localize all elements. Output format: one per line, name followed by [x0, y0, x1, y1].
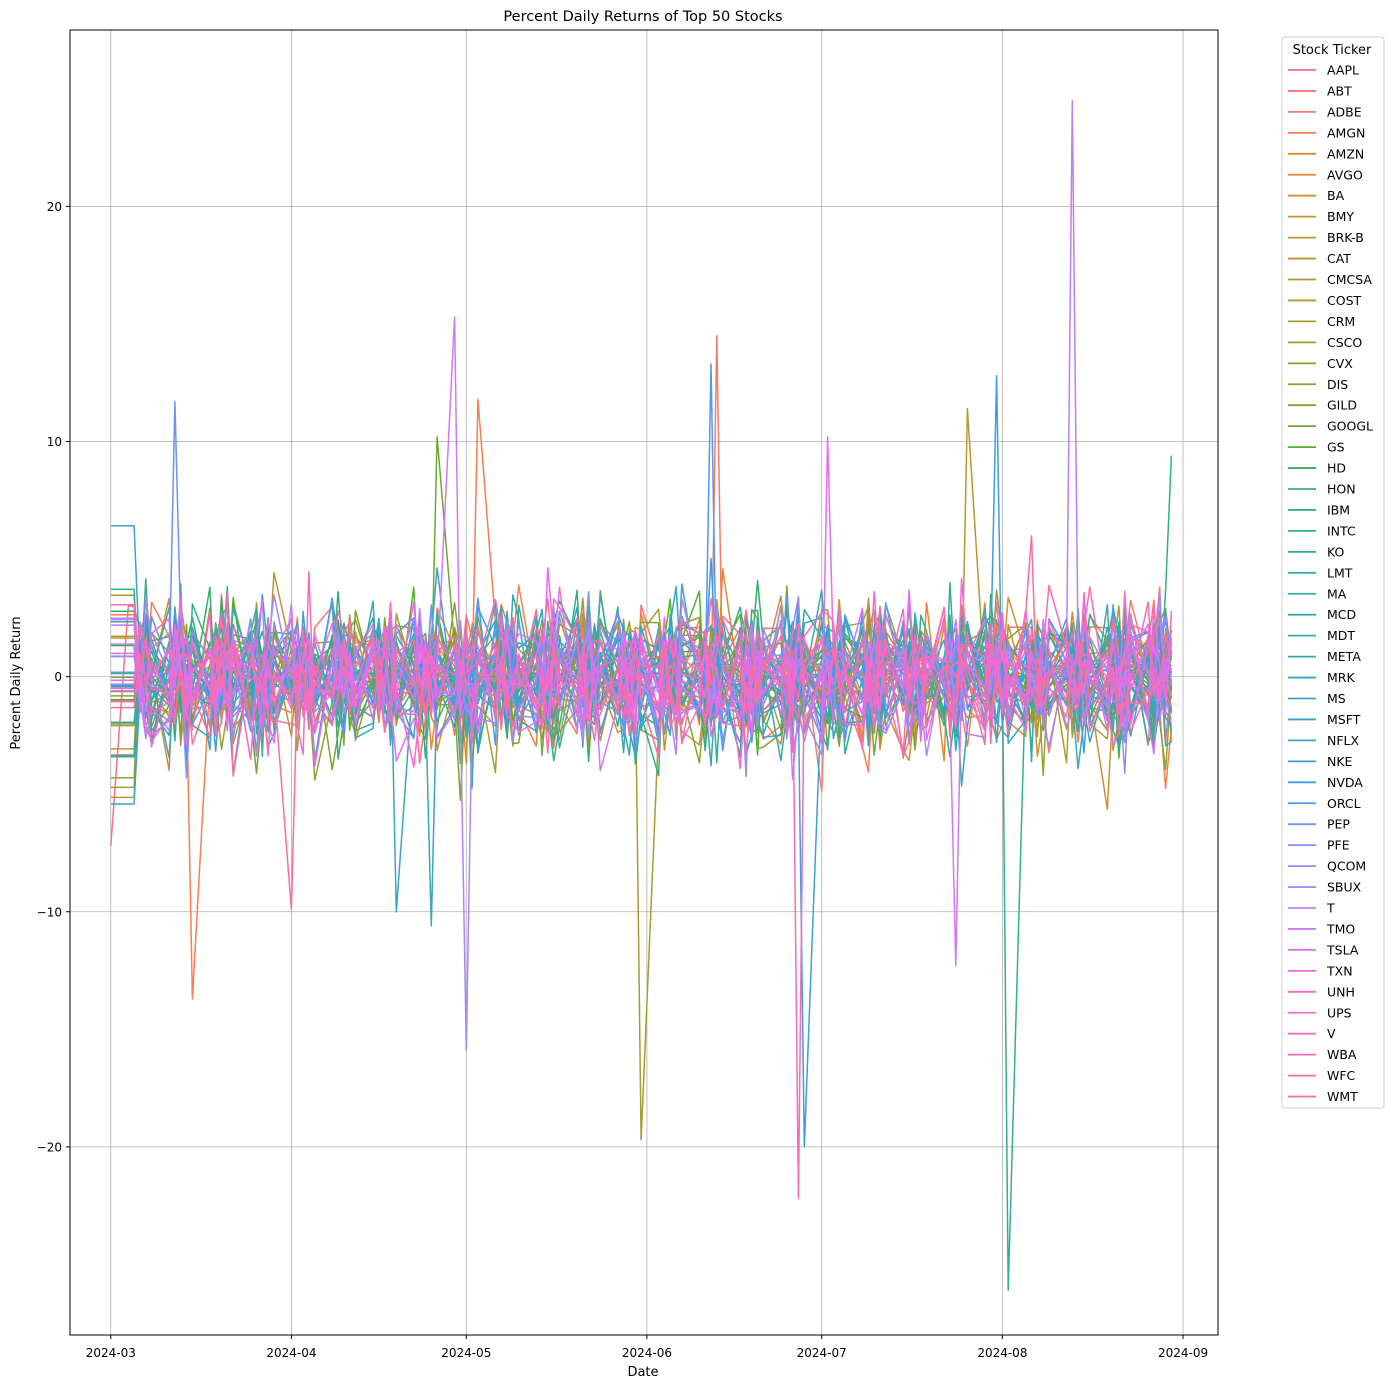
legend-label: WFC: [1327, 1068, 1356, 1083]
x-tick-label: 2024-04: [266, 1346, 316, 1360]
x-tick-label: 2024-09: [1158, 1346, 1208, 1360]
legend-label: CAT: [1327, 251, 1351, 266]
legend-label: ORCL: [1327, 796, 1361, 811]
x-tick-label: 2024-07: [797, 1346, 847, 1360]
y-tick-label: −20: [37, 1140, 62, 1154]
legend-label: MSFT: [1327, 712, 1361, 727]
legend-label: UNH: [1327, 984, 1355, 999]
legend-label: LMT: [1327, 565, 1353, 580]
plot-frame: [69, 29, 1219, 1336]
series-line-wfc: [110, 601, 1173, 757]
series-line-wba: [110, 584, 1173, 1200]
legend-label: CVX: [1327, 356, 1353, 371]
legend-label: BA: [1327, 188, 1345, 203]
legend-label: IBM: [1327, 502, 1350, 517]
x-tick-label: 2024-03: [86, 1346, 136, 1360]
series-line-txn: [110, 567, 1173, 743]
chart-title: Percent Daily Returns of Top 50 Stocks: [503, 9, 782, 25]
legend-label: TSLA: [1326, 942, 1359, 957]
legend-label: HON: [1327, 482, 1356, 497]
legend-label: MS: [1327, 691, 1346, 706]
series-line-v: [110, 570, 1173, 770]
legend-label: V: [1327, 1026, 1336, 1041]
legend-label: GOOGL: [1327, 419, 1373, 434]
y-tick-label: 0: [54, 670, 62, 684]
y-tick-label: 10: [47, 435, 62, 449]
legend-label: AMGN: [1327, 125, 1365, 140]
legend-box: [1281, 36, 1385, 1109]
x-tick-label: 2024-05: [441, 1346, 491, 1360]
legend-title: Stock Ticker: [1293, 43, 1372, 58]
legend-label: MDT: [1327, 628, 1355, 643]
y-axis-ticks: −20 −10 0 10 20: [37, 200, 70, 1154]
legend-label: AMZN: [1327, 146, 1364, 161]
legend-label: PFE: [1327, 838, 1350, 853]
legend-label: SBUX: [1327, 880, 1362, 895]
legend-label: BRK-B: [1327, 230, 1364, 245]
legend-label: WBA: [1327, 1047, 1357, 1062]
legend-label: QCOM: [1327, 859, 1366, 874]
legend-label: ADBE: [1327, 104, 1362, 119]
x-axis-ticks: 2024-03 2024-04 2024-05 2024-06 2024-07 2024-…: [86, 1335, 1208, 1360]
legend-label: COST: [1327, 293, 1362, 308]
legend-label: PEP: [1327, 817, 1350, 832]
plot-area: [69, 29, 1219, 1336]
legend-label: TMO: [1326, 921, 1355, 936]
legend-label: CRM: [1327, 314, 1355, 329]
legend-label: CMCSA: [1327, 272, 1372, 287]
series-line-ups: [110, 577, 1173, 768]
y-tick-label: 20: [47, 200, 62, 214]
legend-items: AAPL ABT ADBE AMGN AMZN AVGO BA BMY BRK-B CAT CMCS…: [1288, 63, 1373, 1104]
x-axis-label: Date: [627, 1365, 658, 1380]
legend-label: WMT: [1327, 1089, 1358, 1104]
legend-label: GILD: [1327, 398, 1357, 413]
legend: Stock Ticker AAPL ABT ADBE AMGN AMZN AVGO BA BM…: [1281, 36, 1385, 1109]
y-axis-label: Percent Daily Return: [9, 616, 24, 749]
legend-label: META: [1327, 649, 1361, 664]
legend-label: UPS: [1327, 1005, 1352, 1020]
legend-label: ABT: [1327, 83, 1352, 98]
series-lines: [110, 99, 1173, 1292]
x-tick-label: 2024-08: [977, 1346, 1027, 1360]
legend-label: BMY: [1327, 209, 1354, 224]
legend-label: CSCO: [1327, 335, 1362, 350]
x-tick-label: 2024-06: [622, 1346, 672, 1360]
legend-label: NVDA: [1327, 775, 1363, 790]
series-line-wmt: [110, 534, 1173, 911]
y-tick-label: −10: [37, 905, 62, 919]
legend-label: INTC: [1327, 523, 1356, 538]
legend-label: MRK: [1327, 670, 1355, 685]
legend-label: GS: [1327, 440, 1345, 455]
legend-label: MCD: [1327, 607, 1356, 622]
legend-label: DIS: [1327, 377, 1348, 392]
legend-label: AVGO: [1327, 167, 1363, 182]
legend-label: KO: [1327, 544, 1345, 559]
legend-label: NKE: [1327, 754, 1353, 769]
legend-label: HD: [1327, 461, 1346, 476]
legend-label: TXN: [1326, 963, 1353, 978]
legend-label: NFLX: [1327, 733, 1360, 748]
legend-label: MA: [1327, 586, 1347, 601]
legend-label: AAPL: [1327, 63, 1359, 78]
legend-label: T: [1326, 901, 1335, 916]
